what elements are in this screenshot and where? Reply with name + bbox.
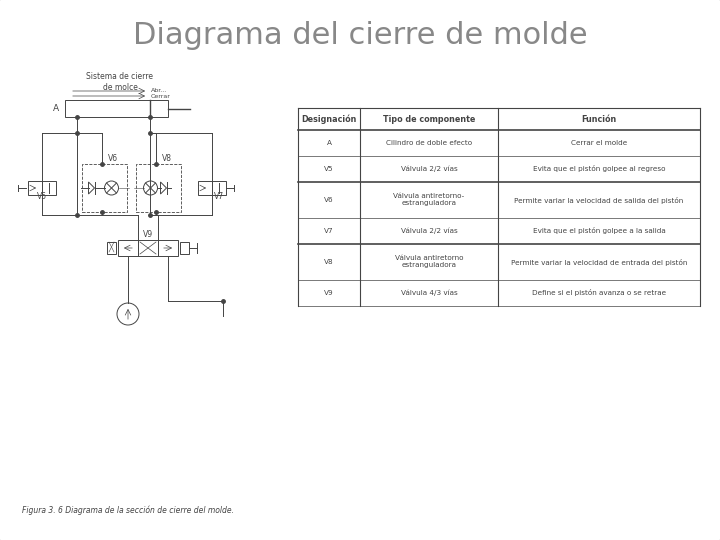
Text: Cilindro de doble efecto: Cilindro de doble efecto bbox=[386, 140, 472, 146]
Text: Cerrar: Cerrar bbox=[151, 93, 171, 98]
Text: V6: V6 bbox=[107, 154, 117, 163]
Text: V8: V8 bbox=[161, 154, 171, 163]
Text: Permite variar la velocidad de entrada del pistón: Permite variar la velocidad de entrada d… bbox=[510, 259, 687, 266]
Text: Cerrar el molde: Cerrar el molde bbox=[571, 140, 627, 146]
Text: Diagrama del cierre de molde: Diagrama del cierre de molde bbox=[132, 21, 588, 50]
Text: V5: V5 bbox=[324, 166, 334, 172]
Text: Tipo de componente: Tipo de componente bbox=[383, 114, 475, 124]
Bar bbox=[212, 181, 226, 195]
Text: Figura 3. 6 Diagrama de la sección de cierre del molde.: Figura 3. 6 Diagrama de la sección de ci… bbox=[22, 505, 234, 515]
Bar bbox=[28, 181, 42, 195]
Text: Define si el pistón avanza o se retrae: Define si el pistón avanza o se retrae bbox=[532, 289, 666, 296]
Bar bbox=[118, 240, 138, 256]
Bar bbox=[42, 181, 56, 195]
Text: V9: V9 bbox=[324, 290, 334, 296]
Text: V7: V7 bbox=[214, 192, 224, 201]
Text: A: A bbox=[53, 104, 59, 113]
Text: V7: V7 bbox=[324, 228, 334, 234]
Text: Válvula antiretorno-
estranguladora: Válvula antiretorno- estranguladora bbox=[393, 193, 464, 206]
Bar bbox=[180, 242, 189, 254]
Text: Evita que el pistón golpee a la salida: Evita que el pistón golpee a la salida bbox=[533, 227, 665, 234]
Text: Válvula 2/2 vías: Válvula 2/2 vías bbox=[400, 166, 457, 172]
Text: Función: Función bbox=[581, 114, 616, 124]
Text: Válvula 2/2 vías: Válvula 2/2 vías bbox=[400, 228, 457, 234]
Text: V5: V5 bbox=[37, 192, 47, 201]
Bar bbox=[82, 164, 127, 212]
Bar bbox=[138, 240, 158, 256]
Text: Permite variar la velocidad de salida del pistón: Permite variar la velocidad de salida de… bbox=[514, 197, 683, 204]
Bar bbox=[107, 242, 116, 254]
Text: Evita que el pistón golpee al regreso: Evita que el pistón golpee al regreso bbox=[533, 165, 665, 172]
Bar bbox=[65, 100, 168, 117]
Bar bbox=[136, 164, 181, 212]
Bar bbox=[158, 240, 178, 256]
Bar bbox=[198, 181, 212, 195]
Text: Sistema de cierre
de molce: Sistema de cierre de molce bbox=[86, 72, 153, 92]
Text: Válvula 4/3 vías: Válvula 4/3 vías bbox=[400, 290, 457, 296]
Text: Válvula antiretorno
estranguladora: Válvula antiretorno estranguladora bbox=[395, 255, 463, 268]
Text: V6: V6 bbox=[324, 197, 334, 203]
Text: A: A bbox=[326, 140, 331, 146]
Text: V9: V9 bbox=[143, 230, 153, 239]
Text: V8: V8 bbox=[324, 259, 334, 265]
Text: Abr...: Abr... bbox=[151, 89, 167, 93]
Text: Designación: Designación bbox=[301, 114, 356, 124]
